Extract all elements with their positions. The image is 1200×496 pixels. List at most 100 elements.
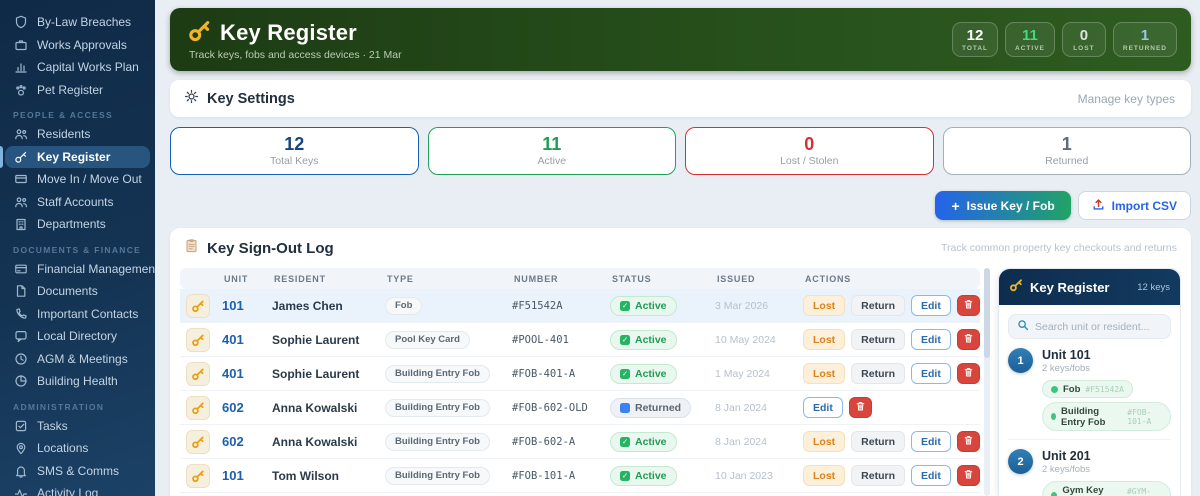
unit-link[interactable]: 401	[222, 366, 244, 381]
return-button[interactable]: Return	[851, 295, 906, 316]
sidebar-item-building-health[interactable]: Building Health	[5, 370, 150, 393]
key-number: #F51542A	[512, 299, 563, 312]
sidebar-item-staff-accounts[interactable]: Staff Accounts	[5, 191, 150, 214]
status-text: Active	[635, 367, 667, 380]
delete-button[interactable]	[848, 397, 872, 418]
sidebar-item-label: Move In / Move Out	[37, 172, 142, 187]
page-title: Key Register	[220, 19, 357, 45]
key-number: #FOB-101-A	[512, 469, 576, 482]
lost-button[interactable]: Lost	[803, 431, 846, 452]
row-actions: Lost Return Edit	[803, 363, 980, 384]
unit-name: Unit 101	[1042, 348, 1091, 362]
bell-icon	[13, 463, 28, 478]
edit-button[interactable]: Edit	[911, 431, 951, 452]
return-button[interactable]: Return	[851, 363, 906, 384]
resident-name: Tom Wilson	[272, 468, 339, 483]
delete-button[interactable]	[956, 431, 980, 452]
return-button[interactable]: Return	[851, 465, 906, 486]
column-header-number: NUMBER	[514, 273, 559, 284]
panel-unit-item[interactable]: 1 Unit 101 2 keys/fobs Fob #F51542A Building …	[1008, 339, 1171, 440]
card-label: Active	[537, 155, 567, 167]
edit-button[interactable]: Edit	[803, 397, 843, 418]
key-settings-card: Key Settings Manage key types	[170, 80, 1191, 117]
issue-key-button[interactable]: + Issue Key / Fob	[935, 191, 1071, 220]
stat-value: 0	[1079, 27, 1089, 44]
column-header-status: STATUS	[612, 273, 652, 284]
edit-button[interactable]: Edit	[911, 363, 951, 384]
check-icon: ✓	[620, 300, 630, 311]
status-text: Active	[635, 469, 667, 482]
sidebar-item-key-register[interactable]: Key Register	[5, 145, 150, 168]
main-content: Key Register Track keys, fobs and access…	[155, 0, 1200, 496]
unit-link[interactable]: 101	[222, 468, 244, 483]
banner-stat-total: 12 TOTAL	[951, 22, 999, 57]
resident-name: Sophie Laurent	[272, 332, 360, 347]
sidebar-item-local-directory[interactable]: Local Directory	[5, 325, 150, 348]
return-button[interactable]: Return	[851, 431, 906, 452]
sidebar-item-by-law-breaches[interactable]: By-Law Breaches	[5, 11, 150, 34]
delete-button[interactable]	[956, 465, 980, 486]
lost-button[interactable]: Lost	[803, 465, 846, 486]
unit-link[interactable]: 401	[222, 332, 244, 347]
sidebar-item-sms-comms[interactable]: SMS & Comms	[5, 460, 150, 483]
sidebar-item-residents[interactable]: Residents	[5, 123, 150, 146]
sidebar-item-works-approvals[interactable]: Works Approvals	[5, 34, 150, 57]
key-type-pill: Fob	[385, 296, 423, 315]
sidebar-section-label: Administration	[13, 401, 105, 412]
delete-button[interactable]	[956, 295, 980, 316]
column-header-actions: ACTIONS	[805, 273, 852, 284]
card-value: 1	[1061, 134, 1072, 154]
edit-button[interactable]: Edit	[911, 329, 951, 350]
banner-stat-lost: 0 LOST	[1061, 22, 1106, 57]
sidebar-item-pet-register[interactable]: Pet Register	[5, 79, 150, 102]
task-icon	[13, 418, 28, 433]
return-button[interactable]: Return	[851, 329, 906, 350]
sidebar-item-move-in-move-out[interactable]: Move In / Move Out	[5, 168, 150, 191]
edit-button[interactable]: Edit	[911, 465, 951, 486]
edit-button[interactable]: Edit	[911, 295, 951, 316]
sidebar-item-locations[interactable]: Locations	[5, 437, 150, 460]
unit-link[interactable]: 101	[222, 298, 244, 313]
delete-button[interactable]	[956, 363, 980, 384]
sidebar-item-documents[interactable]: Documents	[5, 280, 150, 303]
unit-link[interactable]: 602	[222, 400, 244, 415]
status-text: Active	[635, 435, 667, 448]
settings-title: Key Settings	[207, 90, 295, 107]
table-scrollbar[interactable]	[984, 268, 990, 496]
sidebar-item-tasks[interactable]: Tasks	[5, 415, 150, 438]
card-label: Total Keys	[270, 155, 319, 167]
phone-icon	[13, 306, 28, 321]
sidebar-item-important-contacts[interactable]: Important Contacts	[5, 303, 150, 326]
search-input[interactable]	[1035, 320, 1162, 333]
key-label: Gym Key Card	[1062, 484, 1104, 496]
key-code: #GYM-201	[1126, 486, 1152, 496]
key-icon	[186, 429, 210, 454]
sidebar-item-activity-log[interactable]: Activity Log	[5, 482, 150, 496]
issued-date: 8 Jan 2024	[715, 401, 767, 414]
sidebar-item-label: Residents	[37, 127, 91, 142]
sidebar-item-capital-works-plan[interactable]: Capital Works Plan	[5, 56, 150, 79]
lost-button[interactable]: Lost	[803, 363, 846, 384]
issue-key-label: Issue Key / Fob	[966, 198, 1055, 213]
manage-key-types-link[interactable]: Manage key types	[1077, 91, 1175, 106]
sidebar-item-financial-management[interactable]: Financial Management	[5, 258, 155, 281]
lost-button[interactable]: Lost	[803, 329, 846, 350]
sidebar-item-agm-meetings[interactable]: AGM & Meetings	[5, 348, 150, 371]
import-csv-button[interactable]: Import CSV	[1077, 191, 1191, 220]
lost-button[interactable]: Lost	[803, 295, 846, 316]
sidebar-section-label: Documents & Finance	[13, 244, 142, 255]
key-icon	[1009, 278, 1023, 297]
status-text: Active	[635, 299, 667, 312]
returned-icon	[620, 402, 630, 413]
sidebar-item-departments[interactable]: Departments	[5, 213, 150, 236]
banner-stat-returned: 1 RETURNED	[1112, 22, 1177, 57]
unit-link[interactable]: 602	[222, 434, 244, 449]
pin-icon	[13, 441, 28, 456]
people-icon	[13, 127, 28, 142]
panel-keys-count-badge: 12 keys	[1137, 281, 1170, 293]
issued-date: 3 Mar 2026	[715, 299, 769, 312]
delete-button[interactable]	[956, 329, 980, 350]
status-badge: ✓ Active	[610, 431, 677, 452]
gear-icon	[184, 89, 199, 109]
